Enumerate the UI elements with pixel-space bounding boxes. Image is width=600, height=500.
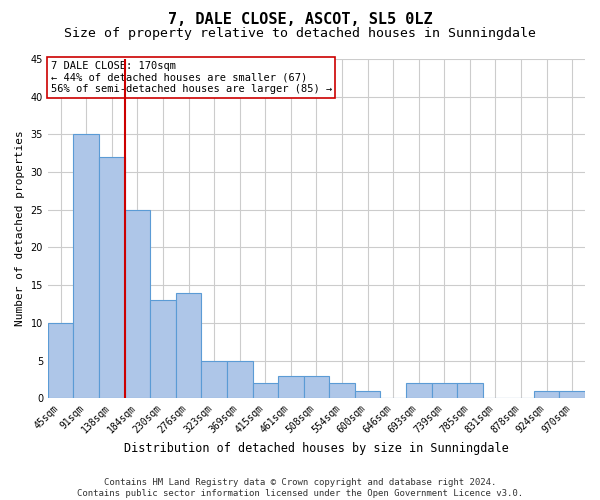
Text: Size of property relative to detached houses in Sunningdale: Size of property relative to detached ho… [64,28,536,40]
Bar [304,376,329,398]
Bar [48,323,73,398]
Bar [150,300,176,398]
Bar [227,360,253,398]
Bar [329,383,355,398]
X-axis label: Distribution of detached houses by size in Sunningdale: Distribution of detached houses by size … [124,442,509,455]
Bar [73,134,99,398]
Bar [406,383,431,398]
Bar [355,390,380,398]
Bar [431,383,457,398]
Bar [99,157,125,398]
Bar [176,292,202,398]
Bar [559,390,585,398]
Bar [202,360,227,398]
Bar [125,210,150,398]
Y-axis label: Number of detached properties: Number of detached properties [15,130,25,326]
Bar [534,390,559,398]
Text: Contains HM Land Registry data © Crown copyright and database right 2024.
Contai: Contains HM Land Registry data © Crown c… [77,478,523,498]
Text: 7, DALE CLOSE, ASCOT, SL5 0LZ: 7, DALE CLOSE, ASCOT, SL5 0LZ [167,12,433,28]
Bar [278,376,304,398]
Bar [457,383,482,398]
Bar [253,383,278,398]
Text: 7 DALE CLOSE: 170sqm
← 44% of detached houses are smaller (67)
56% of semi-detac: 7 DALE CLOSE: 170sqm ← 44% of detached h… [50,60,332,94]
